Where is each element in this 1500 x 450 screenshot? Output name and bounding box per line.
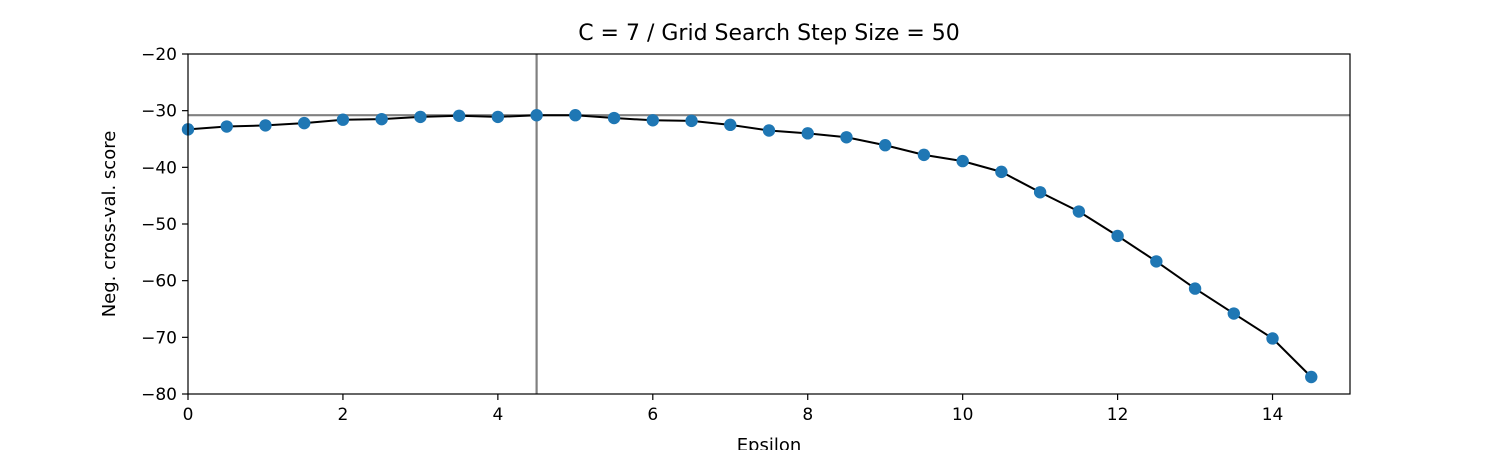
- data-point: [452, 109, 466, 122]
- data-point: [569, 109, 582, 122]
- x-tick-label: 4: [492, 405, 503, 425]
- x-tick-label: 8: [802, 405, 813, 425]
- x-tick-label: 12: [1107, 405, 1129, 425]
- x-tick-label: 2: [338, 405, 349, 425]
- data-point: [336, 113, 350, 126]
- data-point: [1150, 255, 1163, 268]
- y-tick-label: −20: [141, 45, 177, 65]
- data-point: [917, 148, 931, 162]
- data-point: [801, 127, 814, 140]
- y-tick-label: −70: [141, 328, 177, 348]
- data-point: [220, 120, 233, 133]
- x-tick-label: 0: [183, 405, 194, 425]
- markers-layer: [181, 109, 1318, 384]
- plot-frame: [187, 53, 1351, 395]
- data-point: [298, 116, 311, 130]
- x-axis-label: Epsilon: [737, 435, 802, 450]
- x-tick-label: 6: [647, 405, 658, 425]
- y-tick-label: −40: [141, 158, 177, 178]
- data-point: [491, 110, 505, 124]
- data-point: [1266, 332, 1279, 345]
- y-tick-label: −50: [141, 215, 177, 235]
- data-point: [724, 118, 737, 132]
- y-tick-label: −30: [141, 102, 177, 122]
- reference-lines: [188, 54, 1350, 394]
- y-tick-label: −80: [141, 385, 177, 405]
- data-point: [995, 165, 1008, 179]
- x-axis-ticks: 0 2 4 6 8 10 12 14: [183, 394, 1284, 425]
- data-point: [879, 139, 892, 152]
- series-line: [187, 114, 1312, 378]
- y-axis-label: Neg. cross-val. score: [99, 131, 120, 318]
- data-point: [1072, 205, 1086, 218]
- data-point: [1305, 370, 1318, 384]
- x-tick-label: 14: [1262, 405, 1284, 425]
- data-point: [375, 112, 388, 126]
- data-point: [530, 109, 543, 122]
- data-point: [762, 124, 776, 137]
- data-point: [1033, 186, 1047, 199]
- data-point: [1227, 307, 1241, 320]
- data-point: [1111, 229, 1124, 243]
- y-tick-label: −60: [141, 272, 177, 292]
- data-point: [840, 131, 853, 144]
- data-point: [607, 111, 621, 125]
- data-point: [646, 114, 659, 127]
- y-axis-ticks: −80 −70 −60 −50 −40 −30 −20: [141, 45, 188, 405]
- data-point: [1188, 282, 1202, 295]
- data-point: [259, 119, 272, 132]
- data-point: [685, 114, 698, 128]
- chart-title: C = 7 / Grid Search Step Size = 50: [578, 21, 960, 46]
- data-point: [956, 154, 969, 168]
- data-point: [414, 110, 427, 124]
- x-tick-label: 10: [952, 405, 974, 425]
- series-layer: [187, 114, 1312, 378]
